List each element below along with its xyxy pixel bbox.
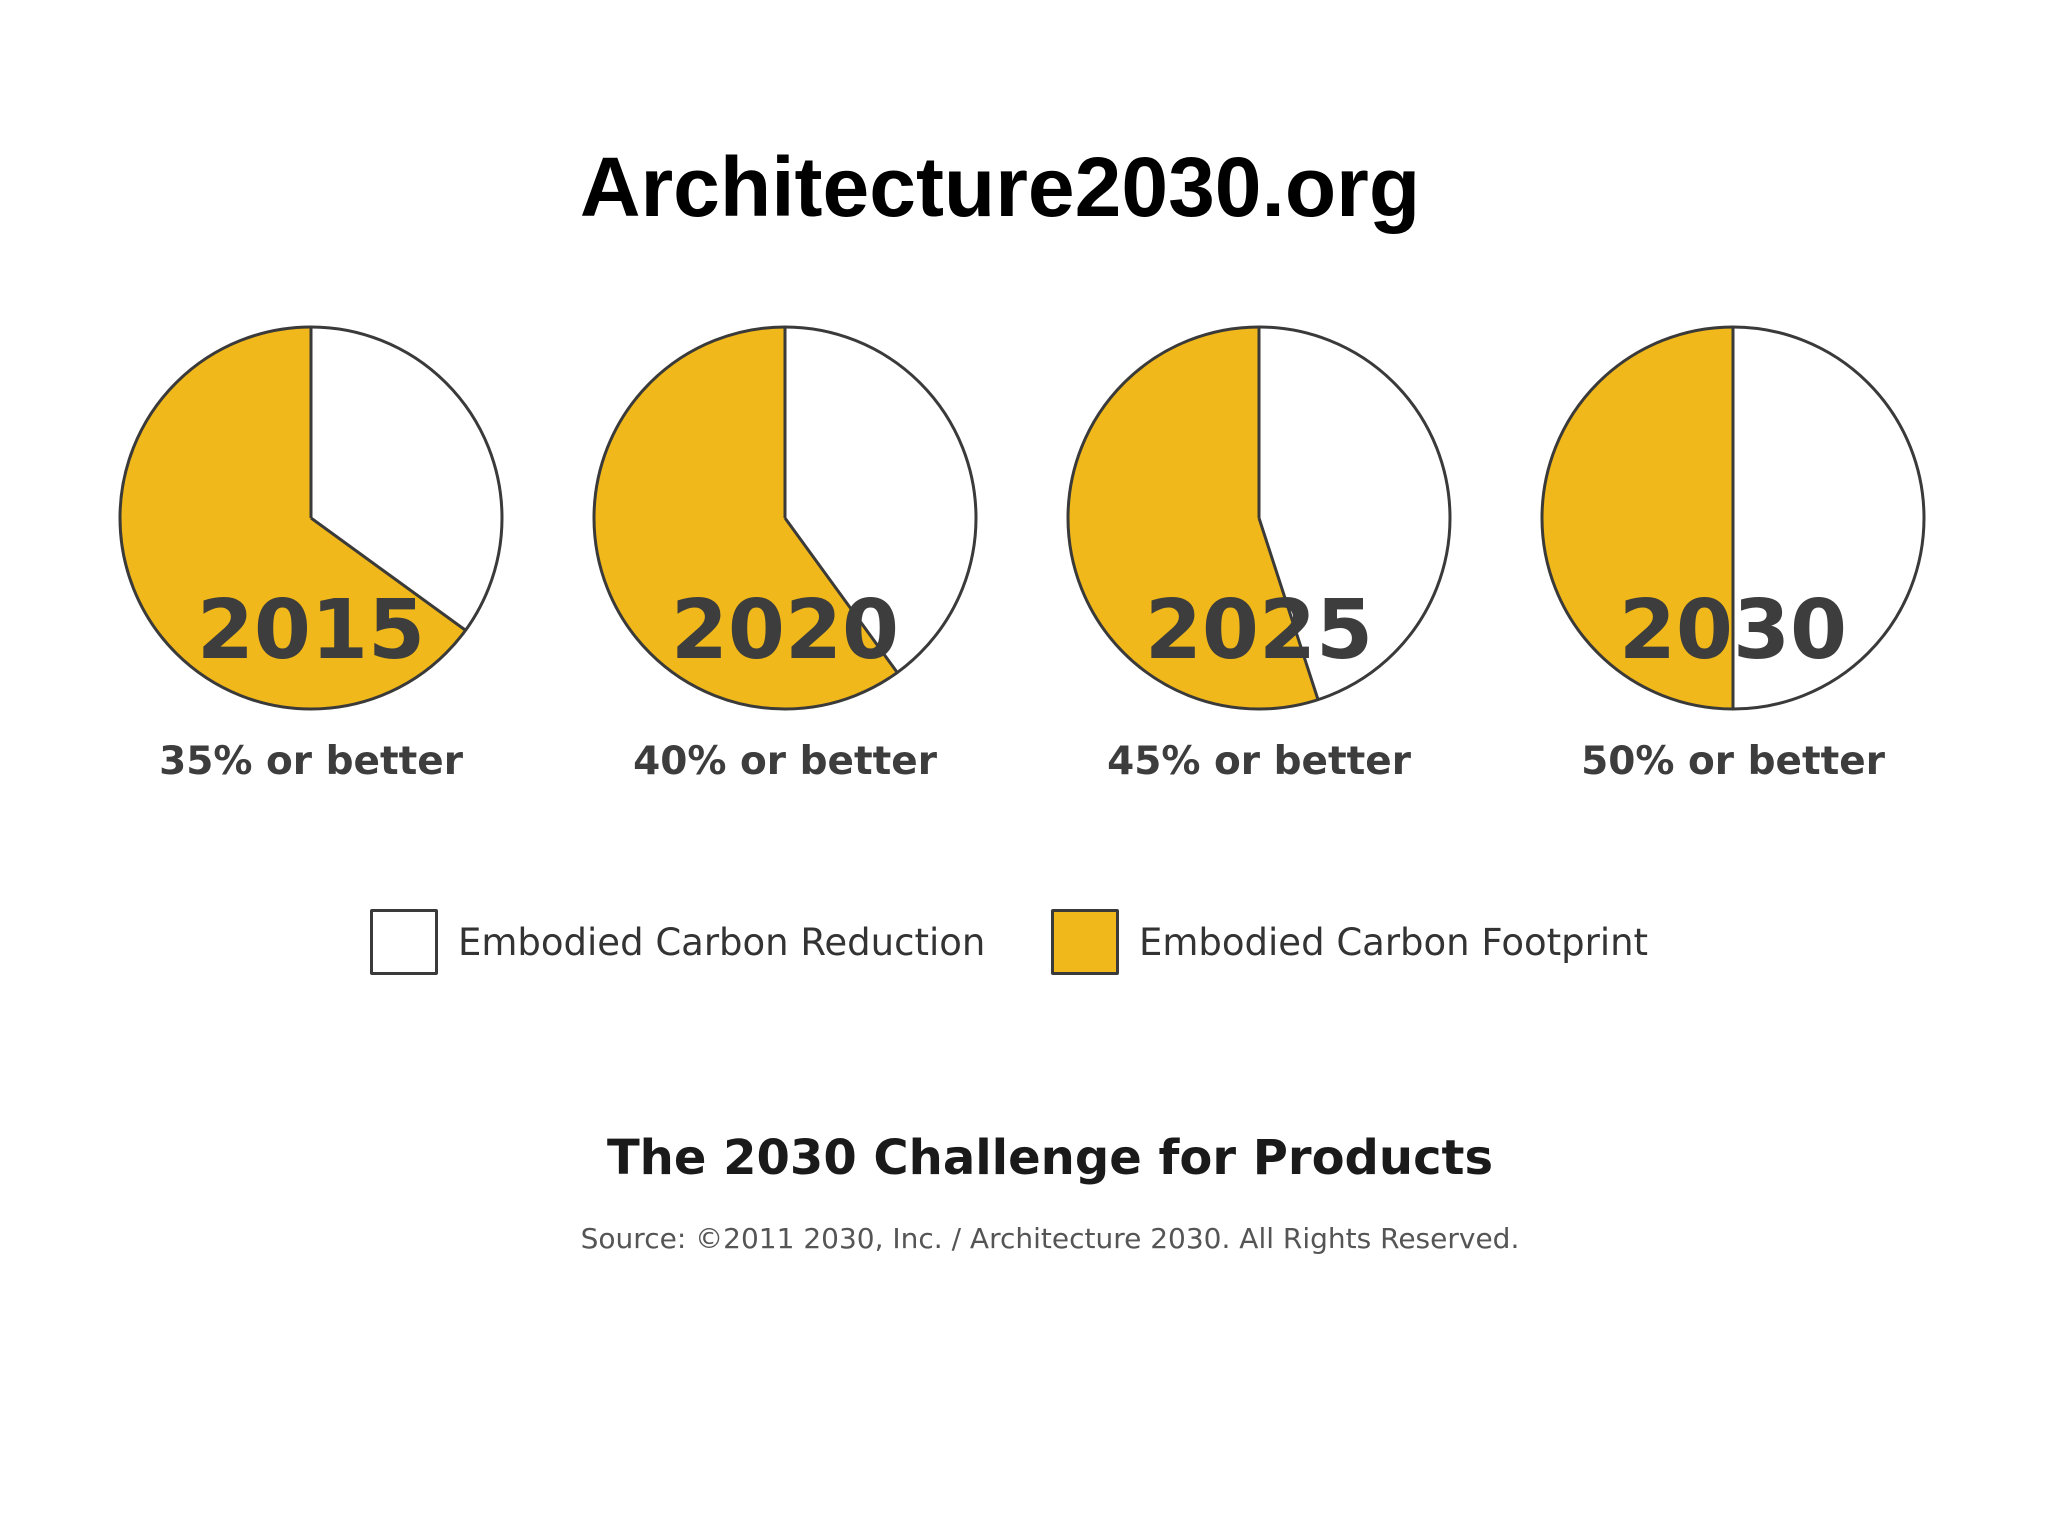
pie-2030-outline (1540, 325, 1926, 711)
pie-2020-divider-end (783, 517, 899, 674)
pie-2015-year-label: 2015 (197, 583, 425, 678)
pie-2025-footprint-slice (1067, 327, 1319, 709)
pie-2025-outline (1066, 325, 1452, 711)
chart-title: The 2030 Challenge for Products (606, 1130, 1494, 1186)
legend-swatch-reduction (370, 909, 438, 975)
pie-2015-divider-end (310, 516, 467, 632)
legend-item-reduction: Embodied Carbon Reduction (370, 906, 985, 978)
site-title: Architecture2030.org (579, 140, 1421, 234)
pie-2015-outline (118, 325, 504, 711)
pie-2020-caption: 40% or better (633, 739, 938, 784)
pie-2025-caption: 45% or better (1107, 739, 1412, 784)
pie-2030-footprint-slice (1542, 327, 1733, 709)
legend-swatch-footprint (1051, 909, 1119, 975)
source-note: Source: ©2011 2030, Inc. / Architecture … (580, 1222, 1520, 1255)
legend-label-footprint: Embodied Carbon Footprint (1139, 920, 1649, 964)
pie-2030-caption: 50% or better (1581, 739, 1886, 784)
pie-2015-footprint-slice (119, 327, 466, 709)
pie-2030-year-label: 2030 (1619, 583, 1847, 678)
legend-item-footprint: Embodied Carbon Footprint (1051, 906, 1648, 978)
pie-2015-caption: 35% or better (159, 739, 464, 784)
pie-2025-divider-end (1257, 517, 1320, 701)
pie-2020-outline (592, 325, 978, 711)
pie-2020-footprint-slice (594, 327, 898, 709)
legend-label-reduction: Embodied Carbon Reduction (458, 920, 986, 964)
pie-2020-year-label: 2020 (671, 583, 899, 678)
pie-2025-year-label: 2025 (1145, 583, 1373, 678)
